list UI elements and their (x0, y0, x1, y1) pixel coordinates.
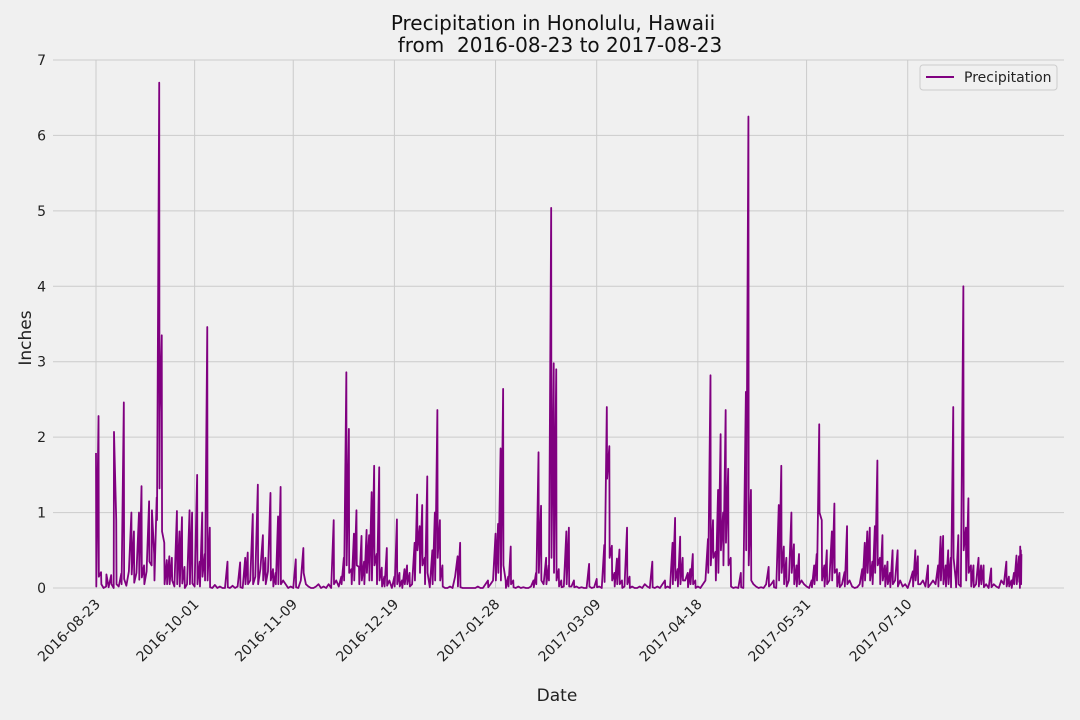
y-tick-label: 7 (37, 53, 46, 69)
legend: Precipitation (919, 64, 1058, 91)
chart-title-line2: from 2016-08-23 to 2017-08-23 (398, 33, 723, 57)
y-tick-label: 0 (37, 581, 46, 597)
y-tick-label: 3 (37, 355, 46, 371)
legend-box (919, 64, 1058, 91)
y-tick-label: 1 (37, 506, 46, 522)
precipitation-line (95, 81, 1023, 589)
y-tick-label: 5 (37, 204, 46, 220)
y-tick-label: 6 (37, 128, 46, 144)
y-tick-label: 4 (37, 279, 46, 295)
plot-area (53, 60, 1064, 588)
x-axis-label: Date (537, 686, 578, 706)
legend-label: Precipitation (964, 70, 1052, 86)
y-axis-label: Inches (16, 310, 36, 365)
y-tick-label: 2 (37, 430, 46, 446)
chart-title-line1: Precipitation in Honolulu, Hawaii (391, 11, 715, 35)
y-tick-labels: 0 1 2 3 4 5 6 7 (37, 53, 46, 597)
x-gridlines (95, 60, 909, 588)
